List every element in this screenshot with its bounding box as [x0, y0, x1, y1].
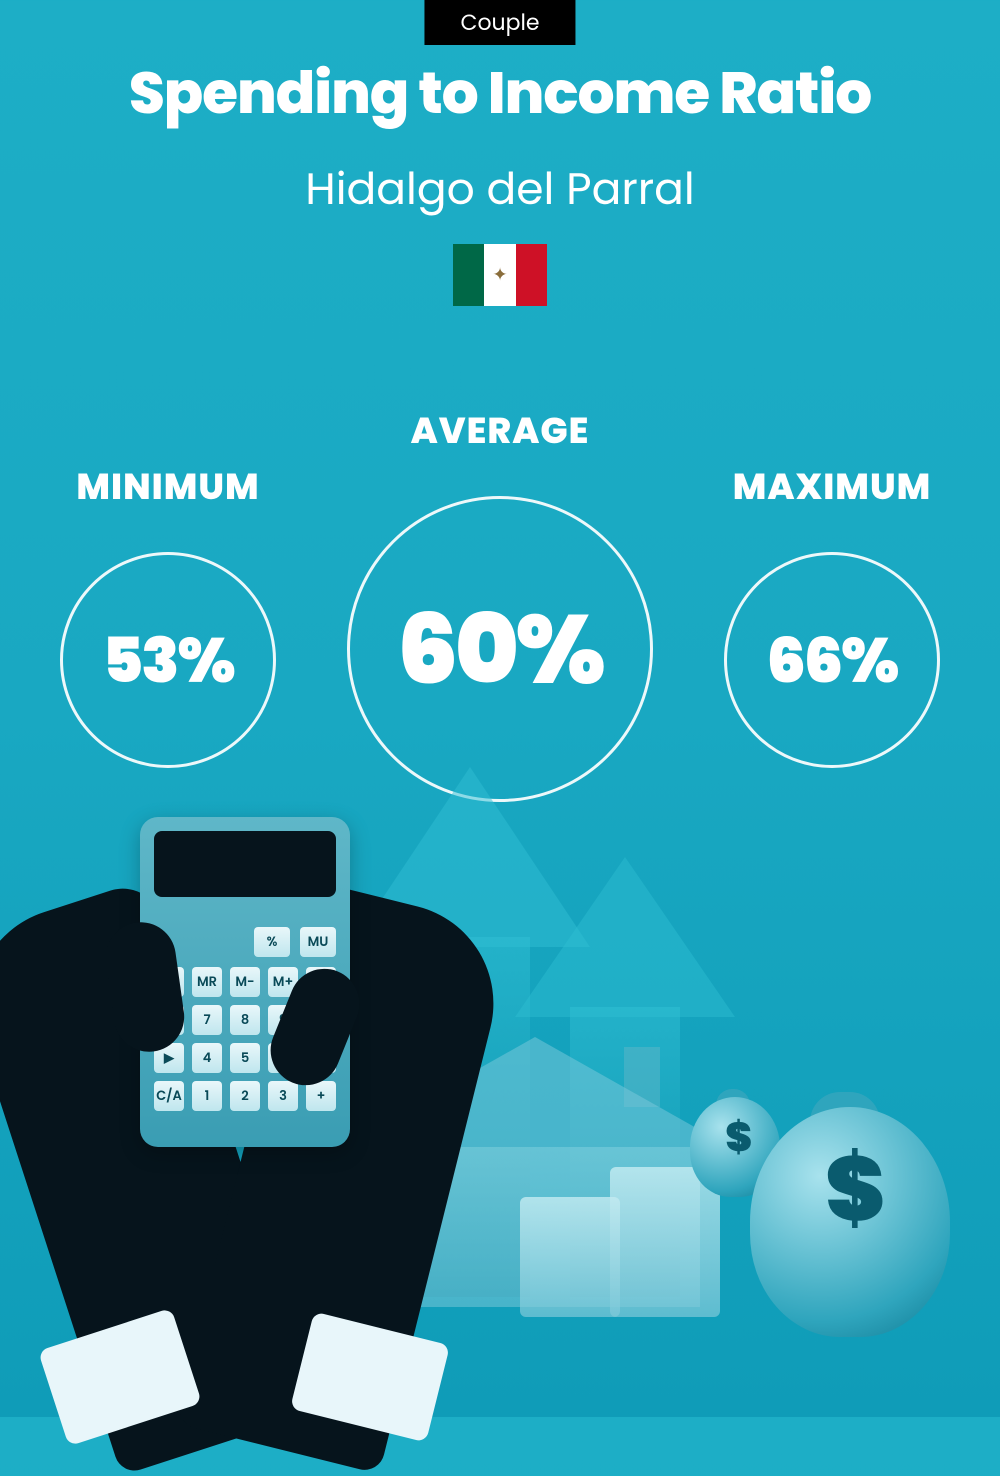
stat-average-circle: 60% — [347, 496, 653, 802]
calculator-icon: % MU MC MR M- M+ ÷ +/- 7 8 9 × ▶ 4 5 6 -… — [140, 817, 350, 1147]
calc-key: 6 — [268, 1043, 298, 1073]
stat-minimum-circle: 53% — [60, 552, 276, 768]
stat-minimum: MINIMUM 53% — [60, 459, 276, 768]
finance-illustration: $ $ % MU MC MR M- M+ ÷ +/- 7 8 9 × ▶ 4 — [0, 777, 1000, 1417]
money-bag-icon — [750, 1107, 950, 1337]
calc-key: M+ — [268, 967, 298, 997]
stats-row: MINIMUM 53% AVERAGE 60% MAXIMUM 66% — [0, 403, 1000, 823]
calc-key: MU — [300, 927, 336, 957]
house-icon — [370, 1087, 700, 1307]
page-title: Spending to Income Ratio — [0, 50, 1000, 137]
cash-stack-icon — [610, 1167, 720, 1317]
calc-key: - — [306, 1043, 336, 1073]
calc-key: 2 — [230, 1081, 260, 1111]
thumb-icon — [101, 918, 188, 1056]
arrow-up-icon — [570, 1007, 680, 1297]
dollar-sign-icon: $ — [825, 1121, 885, 1257]
stat-average-value: 60% — [397, 577, 602, 722]
money-bag-icon — [810, 1092, 880, 1122]
thumb-icon — [260, 958, 370, 1095]
calc-key: 4 — [192, 1043, 222, 1073]
hand-icon — [175, 880, 514, 1474]
stat-maximum-value: 66% — [767, 614, 898, 707]
category-tab: Couple — [424, 0, 575, 45]
calc-key: % — [254, 927, 290, 957]
location-subtitle: Hidalgo del Parral — [0, 157, 1000, 222]
stat-minimum-value: 53% — [102, 614, 233, 707]
cash-stack-icon — [520, 1197, 620, 1317]
calc-key: ÷ — [306, 967, 336, 997]
calc-key: MR — [192, 967, 222, 997]
calc-key: + — [306, 1081, 336, 1111]
stat-maximum-label: MAXIMUM — [724, 459, 940, 514]
calc-key: M- — [230, 967, 260, 997]
mexico-flag-icon: ✦ — [453, 244, 547, 306]
hand-icon — [0, 878, 321, 1475]
header: Spending to Income Ratio Hidalgo del Par… — [0, 0, 1000, 313]
calc-key: 9 — [268, 1005, 298, 1035]
calc-key: C/A — [154, 1081, 184, 1111]
calc-key: ▶ — [154, 1043, 184, 1073]
stat-average: AVERAGE 60% — [347, 403, 653, 802]
cuff-icon — [290, 1312, 450, 1443]
arrow-up-icon — [515, 857, 735, 1017]
calc-key: +/- — [154, 1005, 184, 1035]
calc-key: 7 — [192, 1005, 222, 1035]
stat-maximum: MAXIMUM 66% — [724, 459, 940, 768]
money-bag-icon — [690, 1097, 780, 1197]
cuff-icon — [38, 1308, 202, 1446]
stat-minimum-label: MINIMUM — [60, 459, 276, 514]
calculator-screen — [154, 831, 336, 897]
calc-key: 8 — [230, 1005, 260, 1035]
calc-key: 1 — [192, 1081, 222, 1111]
money-bag-icon — [716, 1089, 750, 1105]
dollar-sign-icon: $ — [725, 1107, 752, 1167]
calc-key: × — [306, 1005, 336, 1035]
calc-key: 3 — [268, 1081, 298, 1111]
stat-maximum-circle: 66% — [724, 552, 940, 768]
calc-key: 5 — [230, 1043, 260, 1073]
arrow-up-icon — [410, 937, 530, 1297]
calc-key: MC — [154, 967, 184, 997]
stat-average-label: AVERAGE — [347, 403, 653, 458]
